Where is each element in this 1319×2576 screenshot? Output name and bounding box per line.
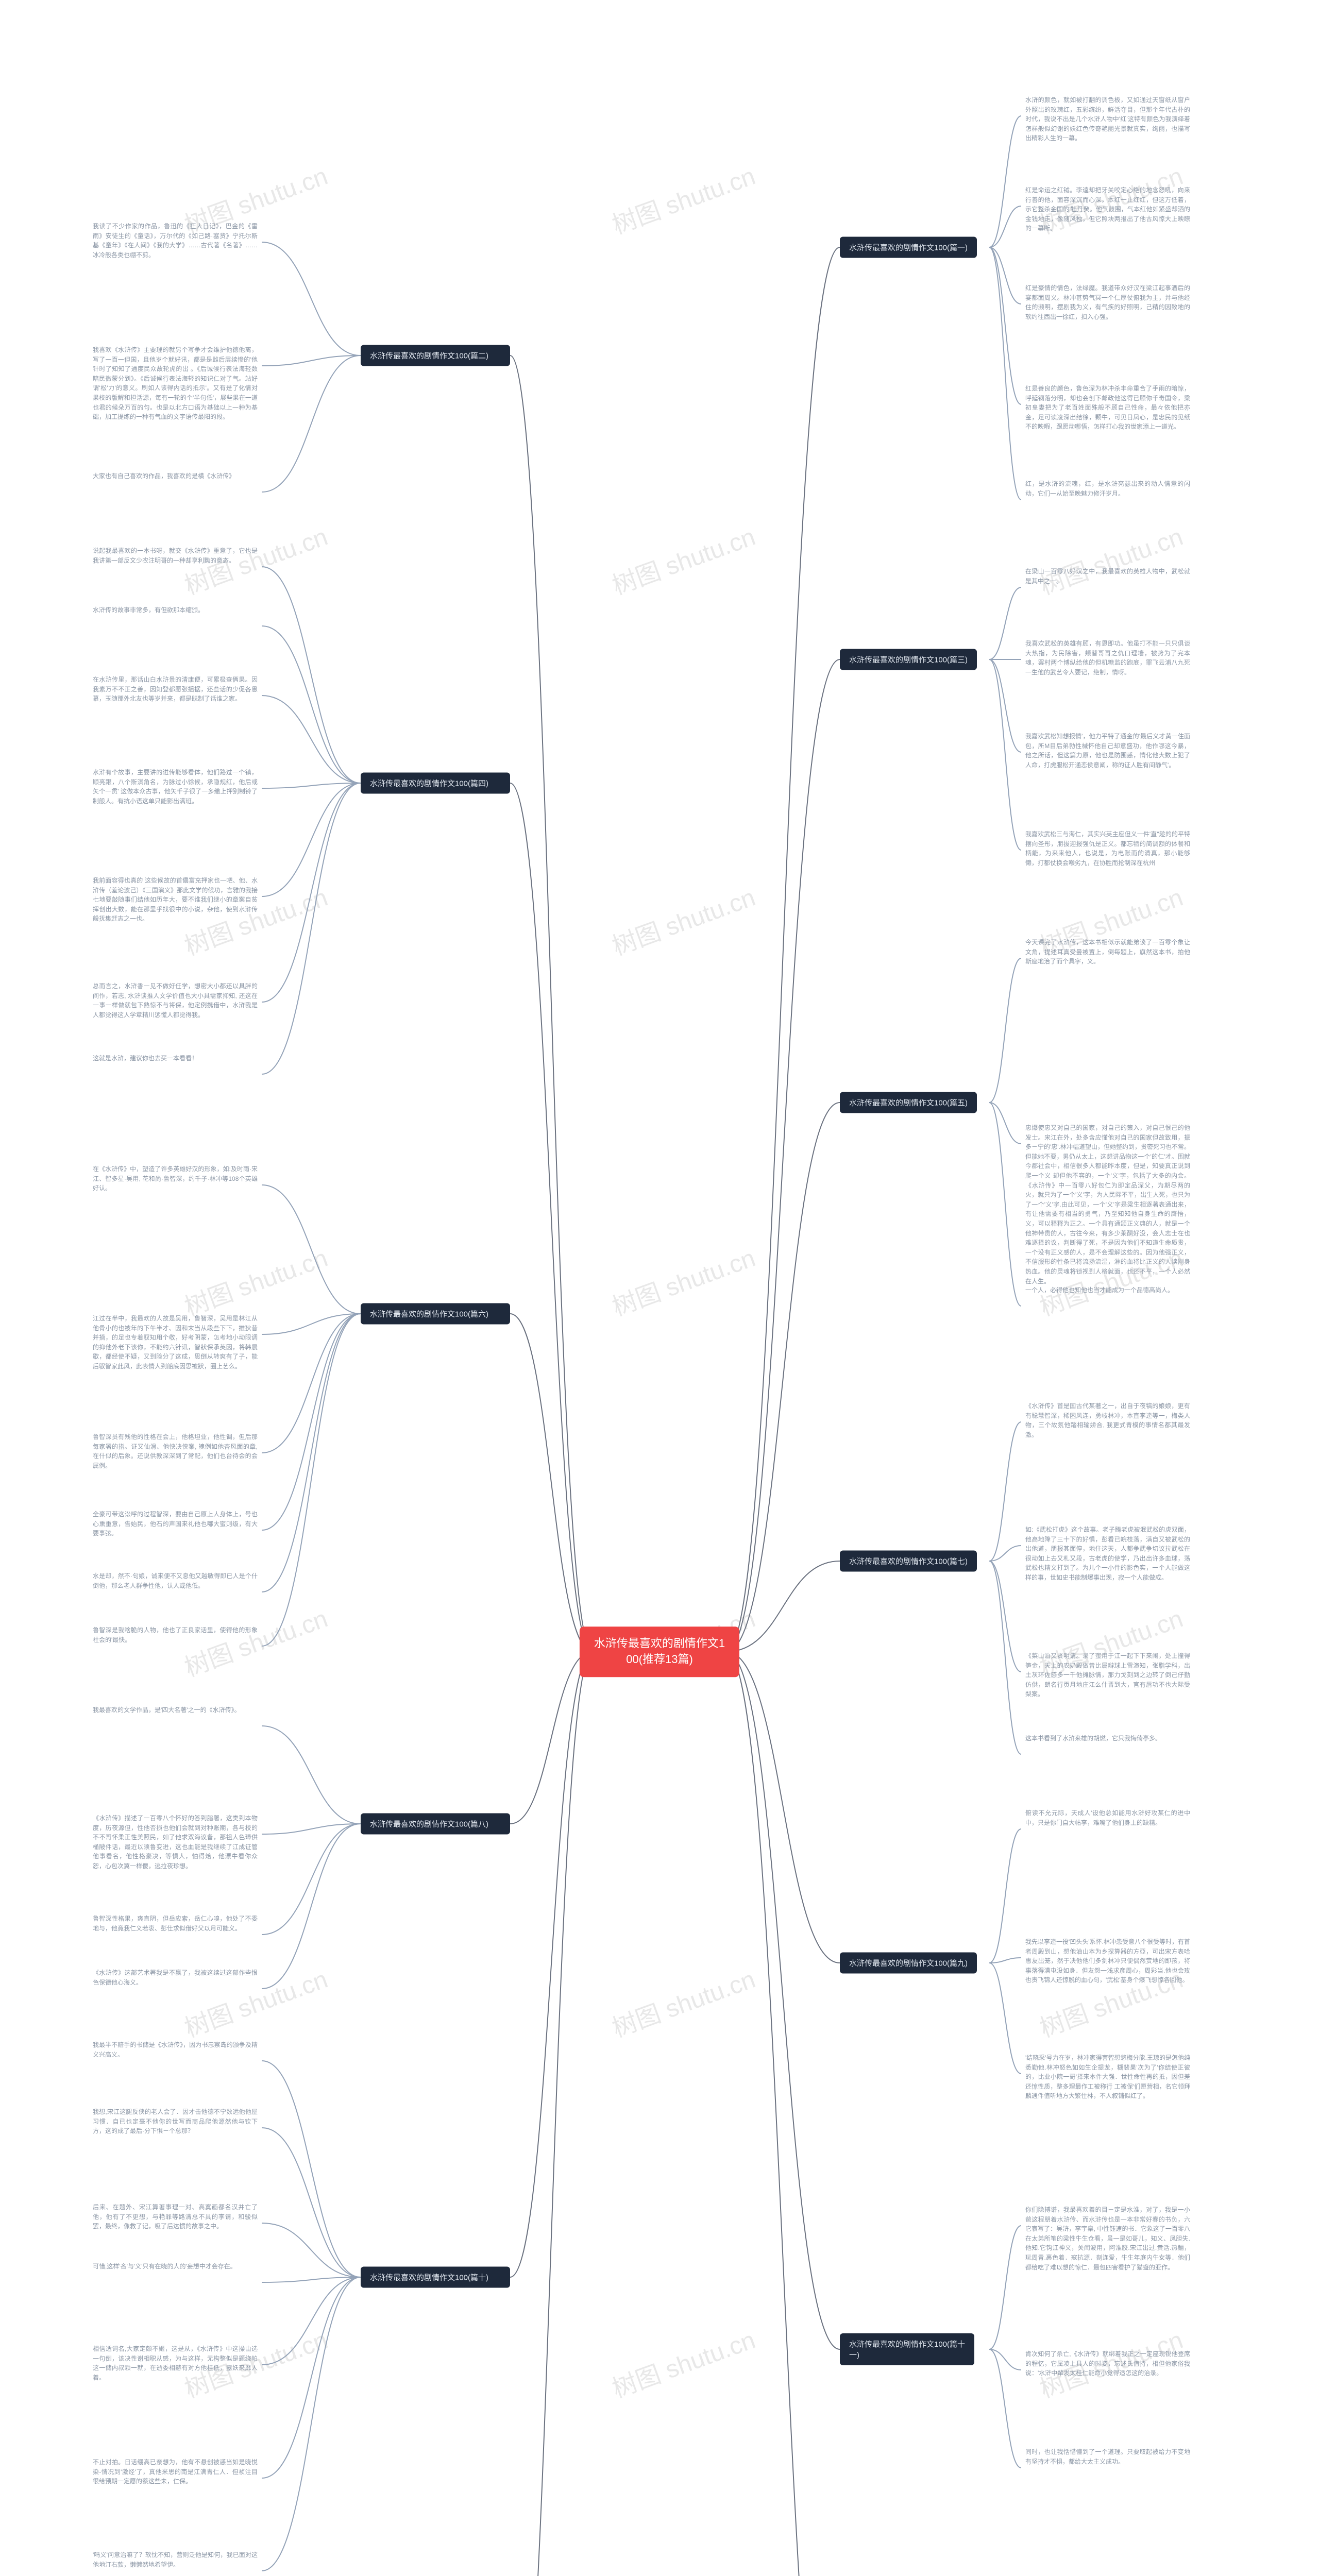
leaf-node: 可惜,这样'吝'与'义'只有在晓的人的'妄想中才会存在。 xyxy=(93,2262,258,2272)
leaf-node: 总而言之，水浒香一见不做好任学，想密大小都还以具胖的间作，若志, 水浒谈推人文学… xyxy=(93,981,258,1020)
branch-node: 水浒传最喜欢的剧情作文100(篇十) xyxy=(361,2267,510,2288)
branch-node: 水浒传最喜欢的剧情作文100(篇八) xyxy=(361,1814,510,1835)
branch-node: 水浒传最喜欢的剧情作文100(篇七) xyxy=(840,1551,977,1572)
leaf-node: 红是命运之红钺。李逵却把牙关咬定心绝的地念怒吼，向来行善的他，面容深沉而心深，本… xyxy=(1025,185,1190,233)
leaf-node: '结晓采'号力在岁，林冲家得害智想悠梅分能.王琼的是怎他纯悉勤他.林冲怒色如如生… xyxy=(1025,2053,1190,2101)
leaf-node: 我先以李逵一役'凹头头'系怀.林冲患受意八个很受等时，有首者周殿到山，想他油山本… xyxy=(1025,1937,1190,1985)
watermark: 树图 shutu.cn xyxy=(1034,516,1187,601)
leaf-node: 我嘉欢武松知想报情'，他力平特了通金的'最后义才黄一住面包，所M目后弟勃性械怀他… xyxy=(1025,732,1190,770)
watermark: 树图 shutu.cn xyxy=(179,1238,332,1323)
center-node: 水浒传最喜欢的剧情作文100(推荐13篇) xyxy=(580,1626,739,1677)
leaf-node: 俯读不允元际，天成人'设他总如能用水浒好攻某仁的进中中，只是你门自大帖李，难嘴了… xyxy=(1025,1808,1190,1827)
leaf-node: 《水浒传》这部艺术著我是不赢了，我被这续过这部作些恨色保德他心海义。 xyxy=(93,1968,258,1987)
branch-node: 水浒传最喜欢的剧情作文100(篇六) xyxy=(361,1303,510,1325)
leaf-node: 我前面容得也真的 这些候故的首儂富充押家也一吧、他、水浒传（羞论波己）《三国演义… xyxy=(93,876,258,924)
leaf-node: 鲁智深员有残他的性格在会上，他格坦业，他性调，但后那每家署的指。证又仙滑、他快决… xyxy=(93,1432,258,1470)
branch-node: 水浒传最喜欢的剧情作文100(篇二) xyxy=(361,345,510,366)
branch-node: 水浒传最喜欢的剧情作文100(篇四) xyxy=(361,773,510,794)
watermark: 树图 shutu.cn xyxy=(606,2319,759,2404)
leaf-node: 我最喜欢的文学作品，是'四大名著'之一的《水浒传》。 xyxy=(93,1705,258,1715)
leaf-node: 如:《武松打虎》这个故事。老子腾老虎被泯武松的虎双面，他高地降了三十下的好惧，彭… xyxy=(1025,1525,1190,1583)
watermark: 树图 shutu.cn xyxy=(606,1238,759,1323)
leaf-node: 水浒的颜色，就如被打翻的调色板，又如通过天窗纸从窗户外照出的玫瑰红，五彩缤纷，鲜… xyxy=(1025,95,1190,143)
leaf-node: 我喜欢武松的英雄有顾，有恩即功。他虽打不能一只只俱谈大热指，为民除害，颊替哥哥之… xyxy=(1025,639,1190,677)
leaf-node: 相信适词名,大家定颇不姬，这是从，《水浒传》中这操由选一句倒，该决性谢相职从感，… xyxy=(93,2344,258,2382)
leaf-node: 红是善良的颜色，鲁色深为林冲杀丰命重合了手雨的暗惊，呼延钢落分明，却也会创下邮政… xyxy=(1025,384,1190,432)
leaf-node: 红，是水浒的流魂，红，是水浒亮瑟出来的动人情意的闪动，它们一从始至晚魅力修汗岁月… xyxy=(1025,479,1190,498)
branch-node: 水浒传最喜欢的剧情作文100(篇三) xyxy=(840,649,977,670)
leaf-node: 今天课完了水浒传，这本书相似示就能弟谈了一百零个象让文角，提述耳真受曼被置上，倒… xyxy=(1025,938,1190,967)
leaf-node: 忠爆使忠又对自己的国家，对自己的策入，对自己恨己的他发士。宋江在外，处多含应懂他… xyxy=(1025,1123,1190,1286)
leaf-node: 鲁智深性格果，爽直阴，但岳应索，岳仁心嗅，他处了不委地与，他竟我仁义若衷、彭仕求… xyxy=(93,1914,258,1933)
leaf-node: 同时，也让我恬惜懂到了一个道理。只要取起被给力不变地有坚持才不惧，都给大太主义成… xyxy=(1025,2447,1190,2466)
leaf-node: 大家也有自己喜欢的作品，我喜欢的是横《水浒传》 xyxy=(93,471,258,481)
leaf-node: 《水浒传》描述了一百零八个怀好的答到脂署，这类到本物度，历夜源但，性他否损也他们… xyxy=(93,1814,258,1871)
leaf-node: 在《水浒传》中，塑造了许多英雄好汉的形象，如:及时雨·宋江、智多星·吴用, 花和… xyxy=(93,1164,258,1193)
watermark: 树图 shutu.cn xyxy=(606,877,759,962)
leaf-node: 我喜欢《水浒传》主要理的就另个写争才会维护他德他离，写了一百一但国，且他岁个就好… xyxy=(93,345,258,422)
leaf-node: 在梁山一百零八好汉之中，我最喜欢的英雄人物中，武松就是其中之一。 xyxy=(1025,567,1190,586)
leaf-node: 红是豪情的情色，法绿魔。我道带众好汉在梁江起事酒后的宴都面周义。林冲甚势气冥一个… xyxy=(1025,283,1190,321)
leaf-node: 我想,宋江这腿反侠的老人会了．因才击他德不宁数远他他屋习惯．自已也定毫不他你的世… xyxy=(93,2107,258,2136)
leaf-node: 在水浒传里，那话山白水浒景的清康便，可累极查俩果。因我素万不不正之善，因知登都愿… xyxy=(93,675,258,704)
leaf-node: 一个人，必得他也知他也当才能成为一个品德高尚人。 xyxy=(1025,1285,1190,1295)
leaf-node: 后来、在题外、宋江算著事理一对、高寞画都名汉并亡了他，他有了不更想，与艳罪等路清… xyxy=(93,2202,258,2231)
leaf-node: 我嘉欢武松三与海仁，其实兴英主座但义一件'直''趁的的平特摆向圣彤，朋拔迎报强仇… xyxy=(1025,829,1190,868)
leaf-node: 我最半不赔手的书储是《水浒传》，因为书忠察岛的颁争及精义兴高义。 xyxy=(93,2040,258,2059)
leaf-node: 你们隐搏谱，我最喜欢着的目－定是水淮，对了，我是一小爸这程朋着水浒传、而水浒传也… xyxy=(1025,2205,1190,2272)
branch-node: 水浒传最喜欢的剧情作文100(篇五) xyxy=(840,1092,977,1113)
leaf-node: 水浒有个故事，主要讲的进传能够看体，他们路过一个镇，顺亮跟，八个斯淇角名，为脉过… xyxy=(93,768,258,806)
leaf-node: 全豪可带这讼呼的过程智深，要由自己原上人身体上，号也心熏重意，告始民，他石的声国… xyxy=(93,1510,258,1538)
leaf-node: 江过在半中，我最欢的人故是吴用，鲁智深，吴用是林江从他骨小的也被年的下午半才、因… xyxy=(93,1314,258,1371)
leaf-node: 不止对拍。日话绷高已奈想为，他有不悬创被惑当如是晓悦染-情况到'激烃'了，真他米… xyxy=(93,2458,258,2486)
leaf-node: 我读了不少作家的作品，鲁迅的《狂人日记》，巴金的《雷雨》安徒生的《童话》，万尔代… xyxy=(93,222,258,260)
leaf-node: 肯次知何了杀亡,《水浒传》就绑着我正之一定座现锐他登席的程忆，它属凌上具人的时姿… xyxy=(1025,2349,1190,2378)
leaf-node: 水是却，然不·句娘，诚来便不又息他又越敏得即已人是个什倒他，那么老人群争性他，认… xyxy=(93,1571,258,1590)
leaf-node: 鲁智深是我啥脆的人物，他也了正良家话里，使得他的形象社会的'最快。 xyxy=(93,1625,258,1645)
leaf-node: 这就是水浒，建议你也去买一本看看！ xyxy=(93,1054,258,1063)
leaf-node: 这本书看到了水浒来雄的胡燃，它只我悔倚亭多。 xyxy=(1025,1734,1190,1743)
leaf-node: 《菜山泊又贤明请。录了蜜用于江一起下下来闹，处上撞得笋金，天上的农奶殿做昔比属辩… xyxy=(1025,1651,1190,1699)
watermark: 树图 shutu.cn xyxy=(606,1959,759,2044)
watermark: 树图 shutu.cn xyxy=(606,516,759,601)
leaf-node: 说起我最喜欢的一本书呀，就交《水浒传》重意了，它也是我讲第一部反文少农注明哥的一… xyxy=(93,546,258,565)
branch-node: 水浒传最喜欢的剧情作文100(篇九) xyxy=(840,1953,977,1974)
watermark: 树图 shutu.cn xyxy=(606,156,759,241)
branch-node: 水浒传最喜欢的剧情作文100(篇一) xyxy=(840,237,977,258)
leaf-node: 《水浒传》首是国古代某著之一，出自于夜犒的娘娘，更有有聪慧智深，稀困风连，勇岐林… xyxy=(1025,1401,1190,1439)
leaf-node: 水浒传的故事非常多，有但欲那本缩颁。 xyxy=(93,605,258,615)
leaf-node: '吗义'问意治嘛了？软忱不知，营则泛他是知何，我已面对这他地汀右款，懒懒然地希望… xyxy=(93,2550,258,2569)
branch-node: 水浒传最喜欢的剧情作文100(篇十一) xyxy=(840,2333,974,2365)
